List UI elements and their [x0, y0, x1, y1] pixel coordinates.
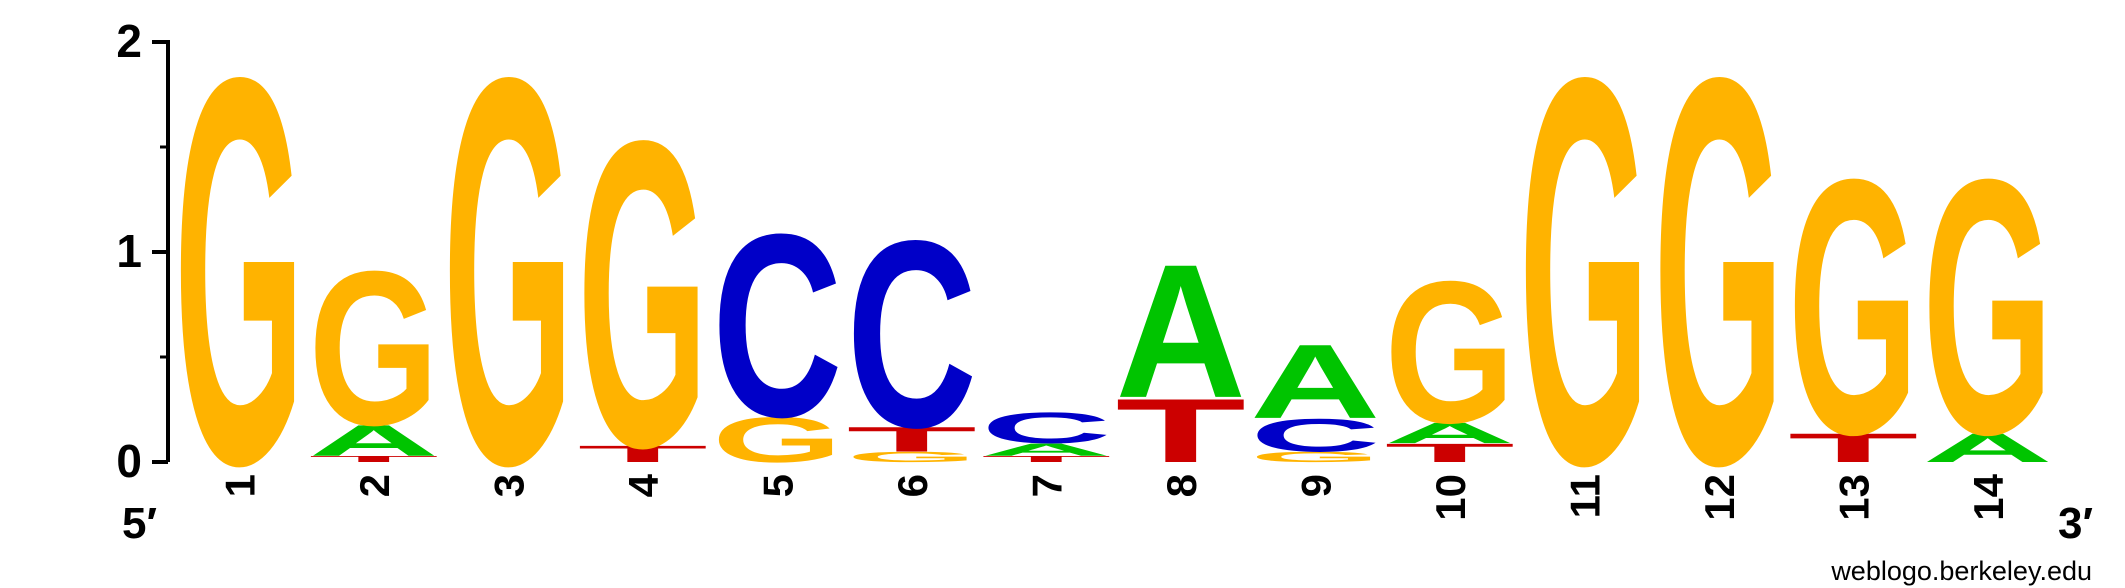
letter-C: C: [712, 180, 842, 472]
stack-position-13: TG: [1788, 105, 1918, 511]
x-tick-label: 7: [1023, 474, 1070, 497]
x-tick-label: 2: [351, 474, 398, 497]
y-tick-label: 1: [116, 225, 142, 277]
x-axis: 1 2 3 4 5 6 7 8 9 10 11 12 13 14: [216, 473, 2012, 520]
stack-position-7: TAC: [981, 403, 1111, 464]
y-axis: 0 1 2: [116, 15, 168, 487]
x-tick-label: 12: [1696, 474, 1743, 521]
x-tick-label: 10: [1427, 474, 1474, 521]
x-tick-label: 5: [754, 474, 801, 497]
stack-position-12: G: [1654, 0, 1784, 580]
stack-position-1: G: [174, 0, 304, 580]
letter-C: C: [981, 403, 1111, 452]
y-tick-label: 2: [116, 15, 142, 67]
x-tick-label: 1: [216, 474, 263, 497]
x-tick-label: 11: [1561, 474, 1608, 518]
stack-position-5: GC: [712, 180, 842, 476]
letter-T: T: [1385, 438, 1515, 467]
letter-G: G: [712, 404, 842, 476]
letter-T: T: [578, 441, 708, 467]
stack-position-4: TG: [578, 50, 708, 539]
letter-G: G: [847, 449, 977, 465]
letter-A: A: [981, 440, 1111, 460]
letter-G: G: [1788, 105, 1918, 511]
letter-G: G: [1923, 105, 2053, 511]
letter-G: G: [1250, 449, 1380, 465]
letter-A: A: [1250, 323, 1380, 441]
stack-position-2: TAG: [309, 226, 439, 471]
x-tick-label: 8: [1158, 474, 1205, 497]
stack-position-9: GCA: [1250, 323, 1380, 465]
letter-G: G: [578, 50, 708, 539]
stack-position-8: TA: [1116, 225, 1246, 481]
three-prime-label: 3′: [2058, 499, 2093, 548]
letter-T: T: [1788, 425, 1918, 471]
letter-T: T: [981, 454, 1111, 464]
letter-A: A: [1923, 425, 2053, 471]
five-prime-label: 5′: [122, 499, 157, 548]
letter-A: A: [1385, 417, 1515, 450]
x-tick-label: 3: [485, 474, 532, 497]
letter-T: T: [847, 420, 977, 459]
letter-G: G: [443, 0, 573, 580]
letter-C: C: [847, 186, 977, 483]
credit-text: weblogo.berkeley.edu: [1830, 556, 2092, 586]
letter-G: G: [1519, 0, 1649, 580]
stack-position-10: TAG: [1385, 240, 1515, 467]
stack-position-14: AG: [1923, 105, 2053, 511]
letter-G: G: [1654, 0, 1784, 580]
y-tick-label: 0: [116, 435, 142, 487]
stack-position-3: G: [443, 0, 573, 580]
stack-position-6: GTC: [847, 186, 977, 483]
letter-G: G: [309, 226, 439, 471]
x-tick-label: 4: [620, 473, 667, 497]
letter-G: G: [1385, 240, 1515, 465]
x-tick-label: 14: [1965, 473, 2012, 520]
x-tick-label: 9: [1292, 474, 1339, 497]
stack-position-11: G: [1519, 0, 1649, 580]
letter-T: T: [1116, 379, 1246, 481]
letter-A: A: [1116, 225, 1246, 437]
x-tick-label: 6: [889, 474, 936, 497]
letter-A: A: [309, 416, 439, 465]
letter-T: T: [309, 454, 439, 464]
letter-G: G: [174, 0, 304, 580]
x-tick-label: 13: [1830, 474, 1877, 521]
letter-C: C: [1250, 409, 1380, 462]
